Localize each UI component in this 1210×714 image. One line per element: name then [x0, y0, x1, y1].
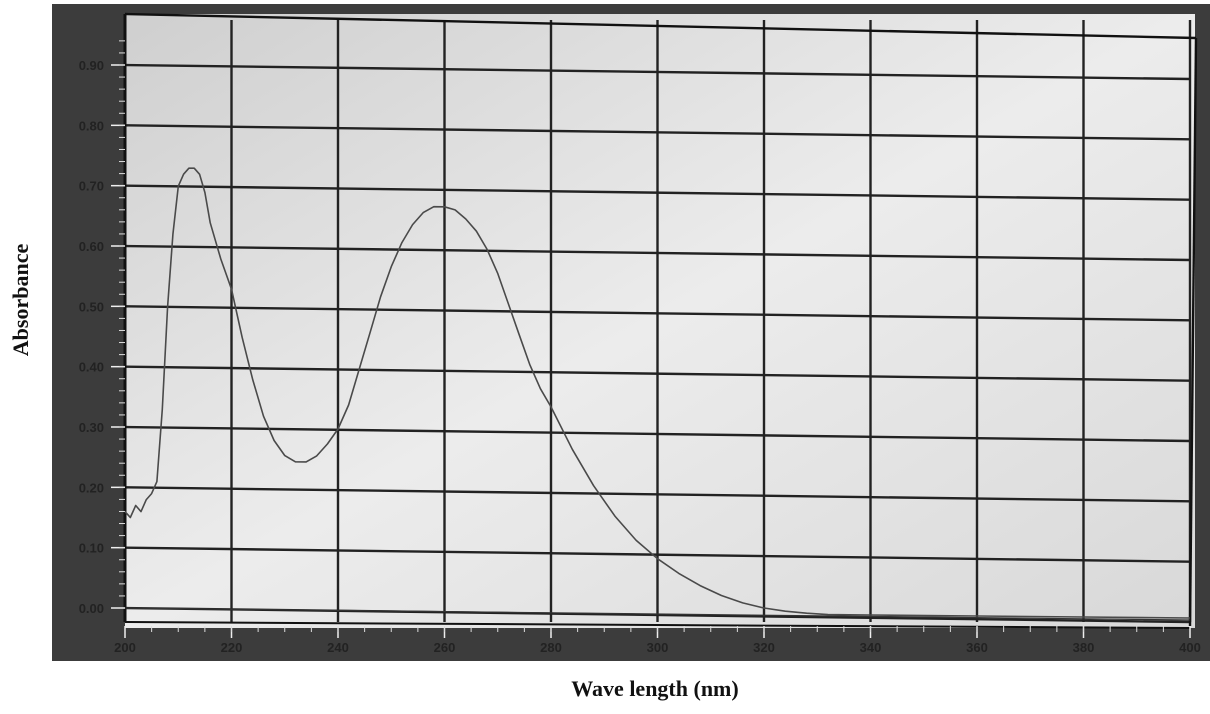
- right-frame-line: [1188, 37, 1198, 627]
- y-tick-label: 0.10: [79, 541, 104, 556]
- baseline-line: [124, 607, 1191, 621]
- gridline-y-0.40: [124, 365, 1191, 382]
- x-tick-label: 200: [114, 640, 136, 655]
- plot-background: [125, 14, 1195, 628]
- x-tick-label: 300: [647, 640, 669, 655]
- gridline-y-0.60: [124, 244, 1191, 262]
- spectrum-line-0: [124, 167, 1191, 619]
- y-tick-label: 0.20: [79, 480, 104, 495]
- gridline-y-0.10: [124, 546, 1191, 563]
- y-tick-label: 0.40: [79, 360, 104, 375]
- x-tick-label: 400: [1179, 640, 1201, 655]
- x-tick-label: 360: [966, 640, 988, 655]
- x-axis-line: [124, 621, 1191, 629]
- y-tick-label: 0.50: [79, 299, 104, 314]
- x-tick-label: 240: [327, 640, 349, 655]
- gridline-y-0.30: [124, 425, 1191, 443]
- x-tick-label: 340: [860, 640, 882, 655]
- x-tick-label: 380: [1073, 640, 1095, 655]
- gridline-y-0.20: [124, 486, 1191, 503]
- gridline-y-0.90: [124, 63, 1191, 81]
- x-tick-label: 260: [434, 640, 456, 655]
- plot-area: 0.00 0.10 0.20 0.30 0.40 0.50 0.60 0.70 0.80 0.90…: [79, 12, 1201, 655]
- top-frame-line: [124, 12, 1197, 40]
- x-tick-label: 280: [540, 640, 562, 655]
- y-tick-label: 0.70: [79, 179, 104, 194]
- y-tick-label: 0.60: [79, 239, 104, 254]
- gridline-y-0.80: [124, 124, 1191, 141]
- x-axis-label: Wave length (nm): [571, 676, 738, 701]
- y-tick-label: 0.90: [79, 58, 104, 73]
- y-axis-label: Absorbance: [8, 244, 33, 357]
- gridline-y-0.70: [124, 184, 1191, 201]
- gridline-y-0.50: [124, 305, 1191, 322]
- x-tick-label: 220: [221, 640, 243, 655]
- x-tick-label: 320: [753, 640, 775, 655]
- y-tick-label: 0.00: [79, 601, 104, 616]
- y-tick-label: 0.80: [79, 118, 104, 133]
- y-tick-label: 0.30: [79, 420, 104, 435]
